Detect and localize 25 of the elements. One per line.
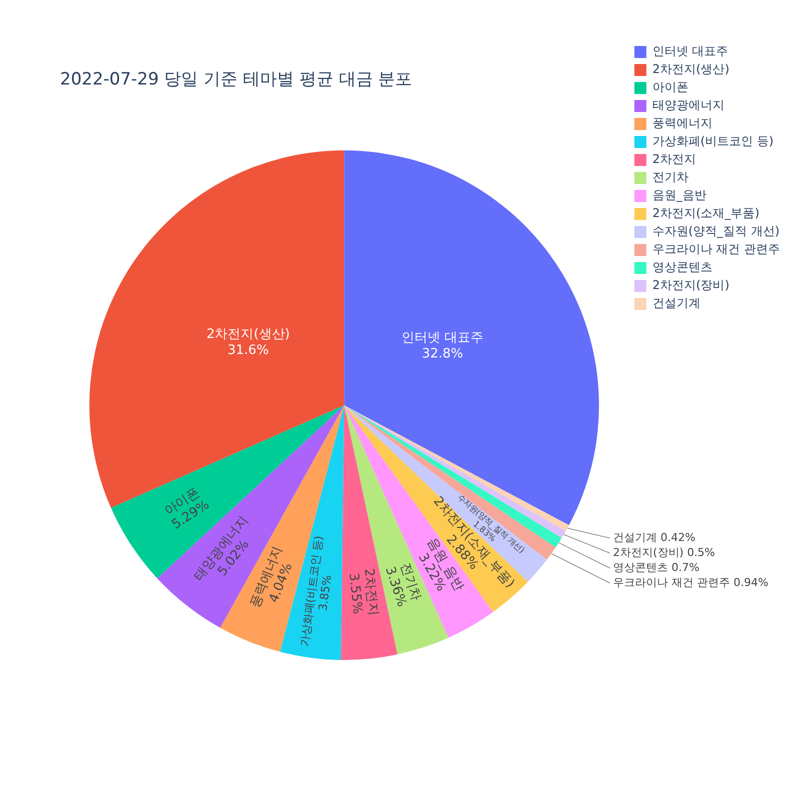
data-label: 3.55% bbox=[346, 572, 365, 615]
legend-label: 가상화폐(비트코인 등) bbox=[652, 134, 774, 148]
legend-label: 아이폰 bbox=[652, 80, 688, 94]
category-label: 영상콘텐츠 0.7% bbox=[612, 560, 700, 574]
legend-label: 2차전지 bbox=[652, 152, 696, 166]
legend-label: 수자원(양적_질적 개선) bbox=[652, 224, 780, 238]
legend-label: 건설기계 bbox=[652, 296, 700, 310]
legend-label: 풍력에너지 bbox=[652, 116, 712, 130]
slice-label: 2차전지(생산) bbox=[206, 326, 290, 342]
legend-label: 우크라이나 재건 관련주 bbox=[652, 242, 780, 256]
legend-label: 음원_음반 bbox=[652, 188, 706, 202]
data-label: 32.8% bbox=[422, 346, 464, 362]
text: 2022-07-29 당일 기준 테마별 평균 대금 분포 bbox=[60, 70, 412, 90]
legend-label: 2차전지(생산) bbox=[652, 62, 730, 76]
data-label: 31.6% bbox=[228, 342, 269, 358]
category-label: 건설기계 0.42% bbox=[612, 530, 696, 544]
legend-label: 영상콘텐츠 bbox=[652, 260, 712, 274]
legend-label: 2차전지(장비) bbox=[652, 278, 730, 292]
legend-label: 인터넷 대표주 bbox=[652, 44, 728, 58]
legend-label: 2차전지(소재_부품) bbox=[652, 206, 760, 220]
category-label: 2차전지(장비) 0.5% bbox=[612, 546, 716, 559]
category-label: 우크라이나 재건 관련주 0.94% bbox=[612, 576, 768, 589]
slice-label: 인터넷 대표주 bbox=[401, 330, 484, 346]
legend-label: 전기차 bbox=[652, 170, 688, 184]
legend-label: 태양광에너지 bbox=[652, 98, 724, 112]
